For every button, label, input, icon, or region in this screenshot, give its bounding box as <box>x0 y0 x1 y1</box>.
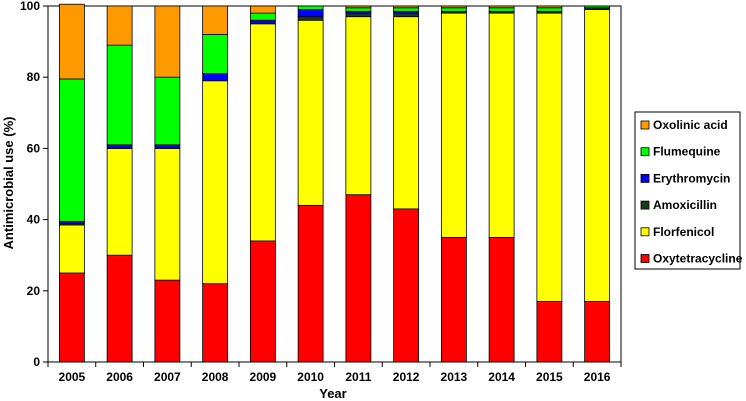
bar-segment-2010-amoxicillin <box>297 16 324 21</box>
bar-segment-2009-florfenicol <box>249 23 276 242</box>
legend-swatch-oxolinic-acid <box>640 120 650 130</box>
legend-label-amoxicillin: Amoxicillin <box>653 198 717 212</box>
x-tick-label: 2009 <box>250 370 277 384</box>
bar-segment-2007-oxytetracycline <box>154 279 181 363</box>
bar-segment-2005-oxolinic-acid <box>58 3 85 80</box>
legend: Oxolinic acid Flumequine Erythromycin Amoxi… <box>634 111 743 270</box>
x-tick-label: 2015 <box>536 370 563 384</box>
bar-segment-2005-flumequine <box>58 78 85 222</box>
bar-segment-2016-florfenicol <box>584 9 611 302</box>
bar-segment-2014-flumequine <box>488 7 515 12</box>
x-tick-label: 2005 <box>59 370 86 384</box>
bar-segment-2012-oxolinic-acid <box>393 5 420 9</box>
bar-segment-2006-erythromycin <box>106 144 133 149</box>
bar-segment-2008-erythromycin <box>202 73 229 82</box>
legend-swatch-erythromycin <box>640 173 650 183</box>
bar-segment-2007-oxolinic-acid <box>154 5 181 78</box>
plot-area <box>47 3 622 363</box>
bar-segment-2007-florfenicol <box>154 147 181 281</box>
bar-segment-2011-florfenicol <box>345 16 372 196</box>
legend-swatch-oxytetracycline <box>640 254 650 263</box>
bar-segment-2015-oxolinic-acid <box>536 5 563 9</box>
bar-segment-2015-flumequine <box>536 7 563 12</box>
y-tick-label: 100 <box>20 0 40 13</box>
x-axis: 2005 2006 2007 2008 2009 2010 2011 2012 2013 2014… <box>47 362 622 384</box>
bar-segment-2013-flumequine <box>440 7 467 12</box>
legend-label-oxytetracycline: Oxytetracycline <box>653 252 743 266</box>
bar-segment-2012-amoxicillin <box>393 12 420 18</box>
y-tick-label: 60 <box>27 141 41 155</box>
legend-swatch-florfenicol <box>640 227 650 237</box>
legend-label-erythromycin: Erythromycin <box>653 171 730 185</box>
y-axis: 0 20 40 60 80 100 <box>20 0 48 369</box>
x-axis-title: Year <box>319 386 346 401</box>
y-tick-label: 80 <box>27 70 41 84</box>
bar-segment-2009-oxolinic-acid <box>249 5 276 14</box>
legend-swatch-flumequine <box>640 147 650 157</box>
bar-segment-2016-flumequine <box>584 5 611 9</box>
bar-segment-2015-florfenicol <box>536 12 563 302</box>
bar-segment-2008-oxytetracycline <box>202 283 229 363</box>
plot-frame <box>47 5 622 363</box>
legend-label-oxolinic-acid: Oxolinic acid <box>653 118 728 132</box>
bar-segment-2011-flumequine <box>345 7 372 12</box>
bar-segment-2013-oxytetracycline <box>440 236 467 363</box>
bar-segment-2010-florfenicol <box>297 19 324 206</box>
bar-segment-2012-florfenicol <box>393 16 420 210</box>
bar-segment-2011-oxytetracycline <box>345 194 372 363</box>
bar-segment-2008-flumequine <box>202 34 229 75</box>
y-tick-label: 20 <box>27 284 41 298</box>
bar-segment-2010-flumequine <box>297 5 324 10</box>
x-tick-label: 2016 <box>584 370 611 384</box>
legend-label-florfenicol: Florfenicol <box>653 225 714 239</box>
bar-segment-2013-oxolinic-acid <box>440 5 467 9</box>
x-tick-label: 2014 <box>488 370 515 384</box>
bar-segment-2007-flumequine <box>154 76 181 146</box>
legend-swatch-amoxicillin <box>640 200 650 210</box>
bar-segment-2016-oxytetracycline <box>584 301 611 363</box>
x-tick-label: 2006 <box>106 370 133 384</box>
x-tick-label: 2008 <box>202 370 229 384</box>
bar-segment-2014-florfenicol <box>488 12 515 238</box>
bar-segment-2009-oxytetracycline <box>249 240 276 363</box>
bar-segment-2012-flumequine <box>393 7 420 12</box>
bar-segment-2011-amoxicillin <box>345 12 372 18</box>
bar-segment-2006-oxolinic-acid <box>106 5 133 46</box>
bar-segment-2013-florfenicol <box>440 12 467 238</box>
bar-segment-2010-oxytetracycline <box>297 204 324 363</box>
bar-segment-2005-oxytetracycline <box>58 272 85 363</box>
bar-segment-2005-florfenicol <box>58 224 85 274</box>
bar-segment-2006-florfenicol <box>106 147 133 256</box>
x-tick-label: 2013 <box>441 370 468 384</box>
bar-segment-2009-flumequine <box>249 12 276 21</box>
bar-segment-2011-oxolinic-acid <box>345 5 372 9</box>
bar-segment-2010-erythromycin <box>297 9 324 18</box>
bar-segment-2008-oxolinic-acid <box>202 5 229 35</box>
y-axis-title: Antimicrobial use (%) <box>1 117 16 250</box>
x-tick-label: 2007 <box>154 370 181 384</box>
bar-segment-2009-erythromycin <box>249 19 276 25</box>
x-tick-label: 2010 <box>297 370 324 384</box>
bar-segment-2006-flumequine <box>106 44 133 146</box>
x-tick-label: 2011 <box>345 370 371 384</box>
bar-segment-2012-oxytetracycline <box>393 208 420 363</box>
bar-segment-2015-oxytetracycline <box>536 301 563 363</box>
y-tick-label: 40 <box>27 213 41 227</box>
legend-frame <box>634 111 741 270</box>
y-tick-label: 0 <box>33 355 40 369</box>
legend-label-flumequine: Flumequine <box>653 145 721 159</box>
x-tick-label: 2012 <box>393 370 420 384</box>
bar-segment-2008-florfenicol <box>202 80 229 285</box>
bar-segment-2006-oxytetracycline <box>106 254 133 363</box>
bar-segment-2007-erythromycin <box>154 144 181 149</box>
bar-segment-2014-oxolinic-acid <box>488 5 515 9</box>
bar-segment-2014-oxytetracycline <box>488 236 515 363</box>
